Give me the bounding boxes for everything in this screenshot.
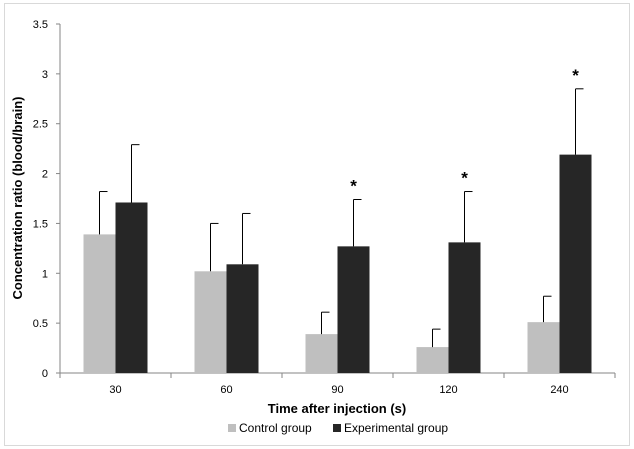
experimental-bar <box>226 264 259 373</box>
x-tick-label: 240 <box>550 384 568 396</box>
y-axis-title: Concentration ratio (blood/brain) <box>10 97 25 300</box>
y-tick-label: 3 <box>42 69 48 81</box>
x-tick-label: 30 <box>109 384 121 396</box>
significance-markers: * * * <box>350 66 579 196</box>
x-tick-label: 120 <box>439 384 457 396</box>
control-bar <box>305 334 338 373</box>
legend-swatch <box>228 424 236 432</box>
legend-label: Control group <box>239 421 312 435</box>
experimental-bar <box>559 154 592 373</box>
legend-swatch <box>333 424 341 432</box>
significance-marker: * <box>572 66 579 85</box>
control-bar <box>194 271 227 373</box>
control-bar <box>527 322 560 373</box>
y-tick-label: 2 <box>42 169 48 181</box>
experimental-bar <box>337 246 370 373</box>
x-tick-label: 90 <box>331 384 343 396</box>
error-bars <box>99 88 584 348</box>
legend-label: Experimental group <box>344 421 448 435</box>
y-tick-label: 0 <box>42 368 48 380</box>
y-tick-label: 2.5 <box>33 119 48 131</box>
legend: Control group Experimental group <box>228 421 448 435</box>
y-tick-label: 1 <box>42 268 48 280</box>
y-tick-label: 1.5 <box>33 218 48 230</box>
y-axis-ticks: 0 0.5 1 1.5 2 2.5 3 3.5 <box>33 19 60 380</box>
x-tick-label: 60 <box>220 384 232 396</box>
control-bar <box>83 234 116 373</box>
bars <box>83 154 592 373</box>
y-tick-label: 3.5 <box>33 19 48 31</box>
y-tick-label: 0.5 <box>33 318 48 330</box>
x-axis-title: Time after injection (s) <box>268 401 406 416</box>
significance-marker: * <box>350 176 357 195</box>
experimental-bar <box>115 202 148 373</box>
significance-marker: * <box>461 169 468 188</box>
x-axis-ticks: 30 60 90 120 240 <box>59 373 616 396</box>
control-bar <box>416 347 449 373</box>
experimental-bar <box>448 242 481 373</box>
